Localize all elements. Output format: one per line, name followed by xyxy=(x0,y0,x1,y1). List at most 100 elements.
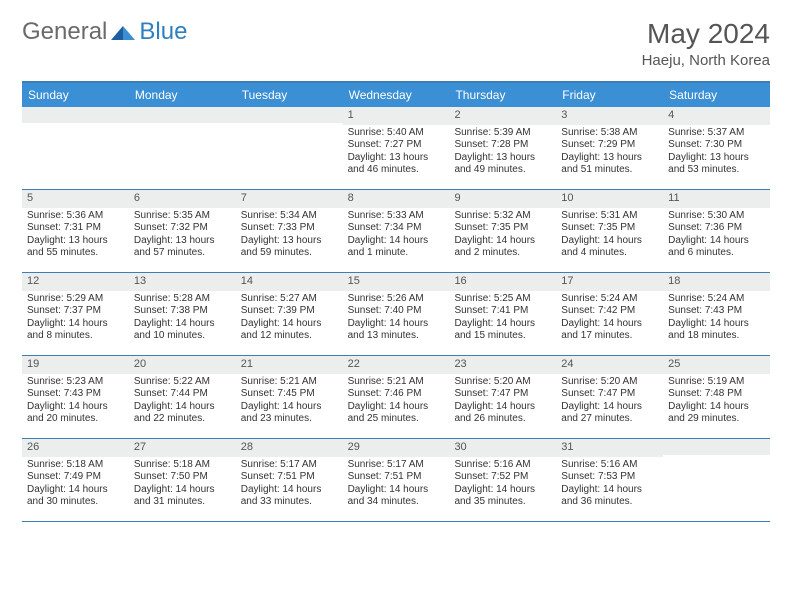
day-detail-line: Daylight: 13 hours and 53 minutes. xyxy=(668,152,765,177)
day-detail-line: Sunrise: 5:32 AM xyxy=(454,210,551,223)
page-subtitle: Haeju, North Korea xyxy=(642,52,770,69)
title-block: May 2024 Haeju, North Korea xyxy=(642,18,770,69)
calendar-cell: 14Sunrise: 5:27 AMSunset: 7:39 PMDayligh… xyxy=(236,273,343,355)
calendar-cell xyxy=(22,107,129,189)
day-number xyxy=(22,107,129,123)
day-detail-line: Daylight: 13 hours and 46 minutes. xyxy=(348,152,445,177)
day-details: Sunrise: 5:16 AMSunset: 7:53 PMDaylight:… xyxy=(556,457,663,513)
calendar-cell: 29Sunrise: 5:17 AMSunset: 7:51 PMDayligh… xyxy=(343,439,450,521)
day-detail-line: Sunrise: 5:33 AM xyxy=(348,210,445,223)
day-detail-line: Daylight: 14 hours and 36 minutes. xyxy=(561,484,658,509)
calendar-cell: 25Sunrise: 5:19 AMSunset: 7:48 PMDayligh… xyxy=(663,356,770,438)
day-detail-line: Sunrise: 5:31 AM xyxy=(561,210,658,223)
day-number xyxy=(663,439,770,455)
day-number: 26 xyxy=(22,439,129,457)
day-detail-line: Daylight: 13 hours and 49 minutes. xyxy=(454,152,551,177)
day-details: Sunrise: 5:32 AMSunset: 7:35 PMDaylight:… xyxy=(449,208,556,264)
day-detail-line: Sunrise: 5:29 AM xyxy=(27,293,124,306)
day-detail-line: Sunset: 7:44 PM xyxy=(134,388,231,401)
day-detail-line: Sunrise: 5:16 AM xyxy=(454,459,551,472)
calendar-cell xyxy=(663,439,770,521)
day-detail-line: Daylight: 14 hours and 12 minutes. xyxy=(241,318,338,343)
calendar-cell: 23Sunrise: 5:20 AMSunset: 7:47 PMDayligh… xyxy=(449,356,556,438)
day-detail-line: Sunset: 7:51 PM xyxy=(348,471,445,484)
day-number: 29 xyxy=(343,439,450,457)
day-details: Sunrise: 5:35 AMSunset: 7:32 PMDaylight:… xyxy=(129,208,236,264)
day-detail-line: Sunset: 7:50 PM xyxy=(134,471,231,484)
day-details: Sunrise: 5:24 AMSunset: 7:42 PMDaylight:… xyxy=(556,291,663,347)
day-detail-line: Sunset: 7:28 PM xyxy=(454,139,551,152)
day-header: Tuesday xyxy=(236,83,343,107)
day-detail-line: Sunset: 7:29 PM xyxy=(561,139,658,152)
day-detail-line: Daylight: 13 hours and 51 minutes. xyxy=(561,152,658,177)
day-number: 20 xyxy=(129,356,236,374)
day-number: 18 xyxy=(663,273,770,291)
day-detail-line: Daylight: 14 hours and 4 minutes. xyxy=(561,235,658,260)
day-detail-line: Sunrise: 5:17 AM xyxy=(348,459,445,472)
day-details: Sunrise: 5:20 AMSunset: 7:47 PMDaylight:… xyxy=(556,374,663,430)
calendar-cell: 20Sunrise: 5:22 AMSunset: 7:44 PMDayligh… xyxy=(129,356,236,438)
day-details: Sunrise: 5:17 AMSunset: 7:51 PMDaylight:… xyxy=(343,457,450,513)
header: General Blue May 2024 Haeju, North Korea xyxy=(22,18,770,69)
day-number: 3 xyxy=(556,107,663,125)
day-detail-line: Daylight: 14 hours and 1 minute. xyxy=(348,235,445,260)
day-detail-line: Sunrise: 5:25 AM xyxy=(454,293,551,306)
day-detail-line: Sunrise: 5:22 AM xyxy=(134,376,231,389)
day-detail-line: Sunrise: 5:17 AM xyxy=(241,459,338,472)
day-number: 23 xyxy=(449,356,556,374)
day-details: Sunrise: 5:34 AMSunset: 7:33 PMDaylight:… xyxy=(236,208,343,264)
day-detail-line: Daylight: 14 hours and 25 minutes. xyxy=(348,401,445,426)
day-details: Sunrise: 5:30 AMSunset: 7:36 PMDaylight:… xyxy=(663,208,770,264)
calendar-cell: 27Sunrise: 5:18 AMSunset: 7:50 PMDayligh… xyxy=(129,439,236,521)
day-detail-line: Sunset: 7:36 PM xyxy=(668,222,765,235)
day-number: 2 xyxy=(449,107,556,125)
day-detail-line: Sunset: 7:35 PM xyxy=(561,222,658,235)
day-detail-line: Sunset: 7:33 PM xyxy=(241,222,338,235)
day-number: 13 xyxy=(129,273,236,291)
day-number: 31 xyxy=(556,439,663,457)
day-details: Sunrise: 5:39 AMSunset: 7:28 PMDaylight:… xyxy=(449,125,556,181)
calendar-cell: 15Sunrise: 5:26 AMSunset: 7:40 PMDayligh… xyxy=(343,273,450,355)
day-details: Sunrise: 5:27 AMSunset: 7:39 PMDaylight:… xyxy=(236,291,343,347)
calendar-cell: 30Sunrise: 5:16 AMSunset: 7:52 PMDayligh… xyxy=(449,439,556,521)
day-number: 16 xyxy=(449,273,556,291)
day-detail-line: Daylight: 14 hours and 20 minutes. xyxy=(27,401,124,426)
calendar-cell: 31Sunrise: 5:16 AMSunset: 7:53 PMDayligh… xyxy=(556,439,663,521)
day-details: Sunrise: 5:37 AMSunset: 7:30 PMDaylight:… xyxy=(663,125,770,181)
calendar-week: 19Sunrise: 5:23 AMSunset: 7:43 PMDayligh… xyxy=(22,356,770,439)
day-detail-line: Daylight: 13 hours and 55 minutes. xyxy=(27,235,124,260)
day-detail-line: Sunset: 7:34 PM xyxy=(348,222,445,235)
day-detail-line: Sunset: 7:37 PM xyxy=(27,305,124,318)
day-detail-line: Daylight: 14 hours and 13 minutes. xyxy=(348,318,445,343)
day-number: 8 xyxy=(343,190,450,208)
day-detail-line: Sunrise: 5:39 AM xyxy=(454,127,551,140)
calendar-cell: 1Sunrise: 5:40 AMSunset: 7:27 PMDaylight… xyxy=(343,107,450,189)
day-detail-line: Sunrise: 5:34 AM xyxy=(241,210,338,223)
day-detail-line: Sunrise: 5:36 AM xyxy=(27,210,124,223)
day-details: Sunrise: 5:23 AMSunset: 7:43 PMDaylight:… xyxy=(22,374,129,430)
day-detail-line: Sunrise: 5:24 AM xyxy=(561,293,658,306)
calendar-week: 12Sunrise: 5:29 AMSunset: 7:37 PMDayligh… xyxy=(22,273,770,356)
day-detail-line: Sunset: 7:35 PM xyxy=(454,222,551,235)
day-detail-line: Sunset: 7:52 PM xyxy=(454,471,551,484)
calendar-cell xyxy=(129,107,236,189)
day-detail-line: Sunset: 7:38 PM xyxy=(134,305,231,318)
day-details: Sunrise: 5:17 AMSunset: 7:51 PMDaylight:… xyxy=(236,457,343,513)
calendar-cell: 9Sunrise: 5:32 AMSunset: 7:35 PMDaylight… xyxy=(449,190,556,272)
day-detail-line: Sunrise: 5:24 AM xyxy=(668,293,765,306)
day-detail-line: Sunset: 7:53 PM xyxy=(561,471,658,484)
day-detail-line: Sunset: 7:40 PM xyxy=(348,305,445,318)
day-detail-line: Daylight: 14 hours and 8 minutes. xyxy=(27,318,124,343)
day-detail-line: Sunrise: 5:35 AM xyxy=(134,210,231,223)
day-detail-line: Sunrise: 5:20 AM xyxy=(454,376,551,389)
day-detail-line: Daylight: 14 hours and 10 minutes. xyxy=(134,318,231,343)
day-header: Thursday xyxy=(449,83,556,107)
day-details: Sunrise: 5:19 AMSunset: 7:48 PMDaylight:… xyxy=(663,374,770,430)
day-number: 27 xyxy=(129,439,236,457)
day-details: Sunrise: 5:31 AMSunset: 7:35 PMDaylight:… xyxy=(556,208,663,264)
day-detail-line: Daylight: 13 hours and 59 minutes. xyxy=(241,235,338,260)
day-detail-line: Daylight: 14 hours and 29 minutes. xyxy=(668,401,765,426)
day-number: 28 xyxy=(236,439,343,457)
day-details: Sunrise: 5:20 AMSunset: 7:47 PMDaylight:… xyxy=(449,374,556,430)
calendar-cell: 24Sunrise: 5:20 AMSunset: 7:47 PMDayligh… xyxy=(556,356,663,438)
